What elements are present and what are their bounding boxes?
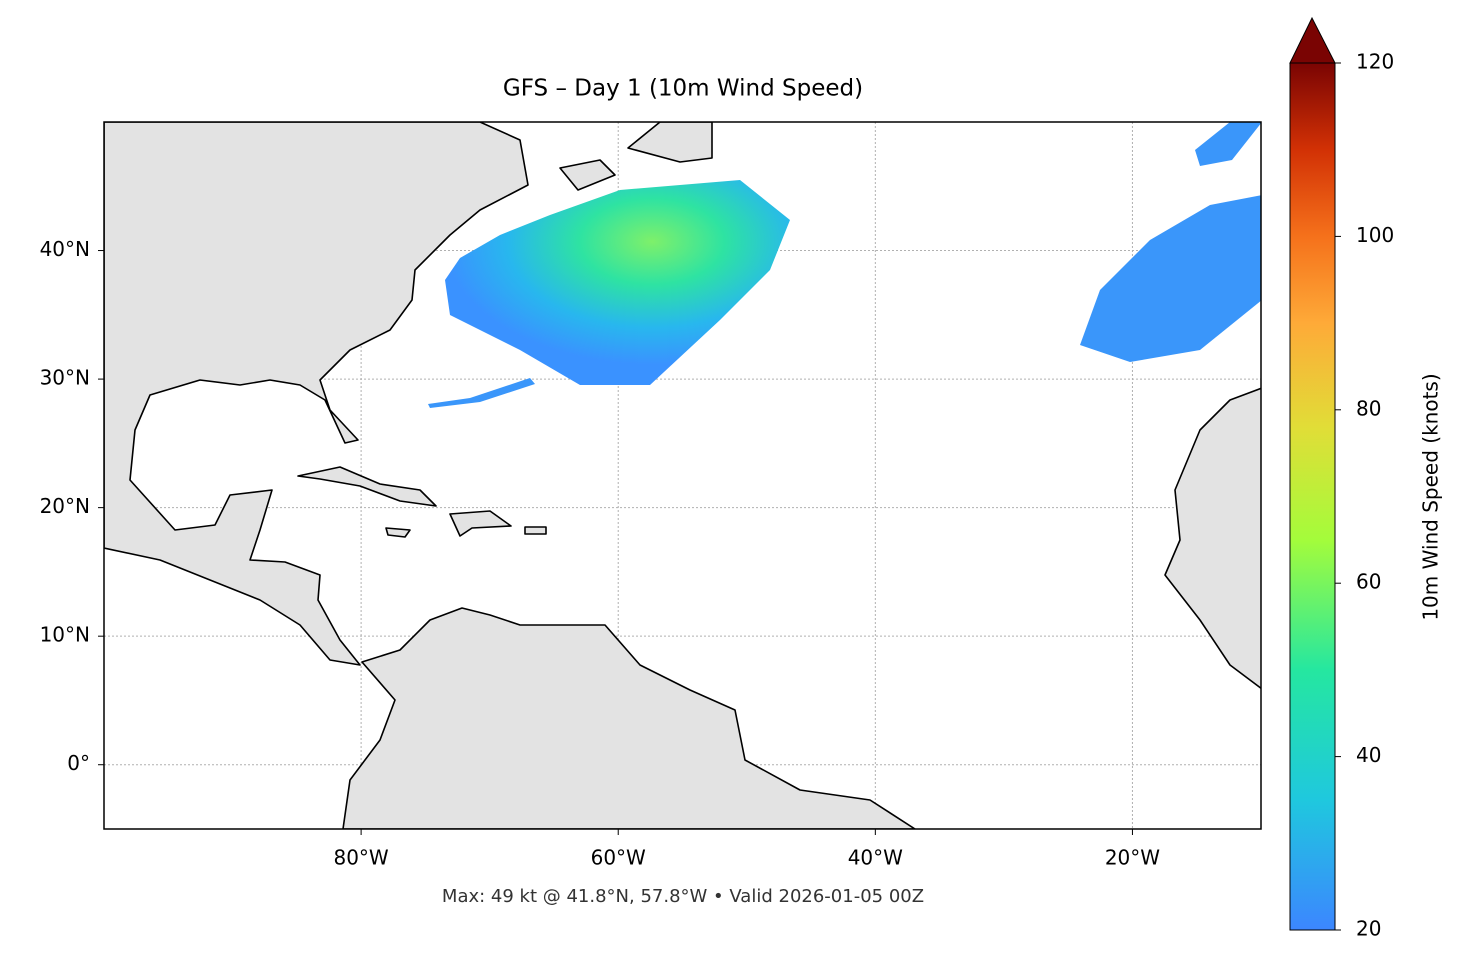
colorbar-tick-label: 120 xyxy=(1356,50,1394,74)
cuba xyxy=(297,466,437,507)
y-tick-label: 0° xyxy=(67,751,90,775)
x-tick-label: 20°W xyxy=(1105,846,1160,870)
map xyxy=(104,122,1261,829)
annotation: Max: 49 kt @ 41.8°N, 57.8°W • Valid 2026… xyxy=(442,886,924,907)
y-tick-label: 30°N xyxy=(40,366,90,390)
x-tick-label: 40°W xyxy=(848,846,903,870)
greenland xyxy=(627,122,713,163)
south-america xyxy=(342,607,916,829)
colorbar-extend xyxy=(1289,16,1336,64)
newfoundland xyxy=(559,159,616,191)
wind-area xyxy=(445,180,790,385)
colorbar xyxy=(1289,62,1336,931)
north-america xyxy=(104,122,529,666)
y-tick-label: 40°N xyxy=(40,237,90,261)
jamaica xyxy=(385,527,411,538)
plot-frame xyxy=(103,121,1262,830)
y-tick-label: 20°N xyxy=(40,494,90,518)
colorbar-tick-label: 60 xyxy=(1356,570,1381,594)
wind-area xyxy=(1080,195,1261,362)
colorbar-tick-label: 100 xyxy=(1356,223,1394,247)
colorbar-tick-label: 40 xyxy=(1356,743,1381,767)
wind-area xyxy=(1195,122,1261,166)
wind-area xyxy=(428,378,535,408)
y-tick-label: 10°N xyxy=(40,623,90,647)
chart-title: GFS – Day 1 (10m Wind Speed) xyxy=(503,76,863,102)
x-tick-label: 60°W xyxy=(591,846,646,870)
puerto-rico xyxy=(524,526,547,535)
colorbar-tick-label: 80 xyxy=(1356,396,1381,420)
hispaniola xyxy=(449,510,512,537)
colorbar-tick-label: 20 xyxy=(1356,917,1381,941)
africa xyxy=(1164,387,1261,690)
colorbar-label: 10m Wind Speed (knots) xyxy=(1419,373,1443,620)
x-tick-label: 80°W xyxy=(333,846,388,870)
